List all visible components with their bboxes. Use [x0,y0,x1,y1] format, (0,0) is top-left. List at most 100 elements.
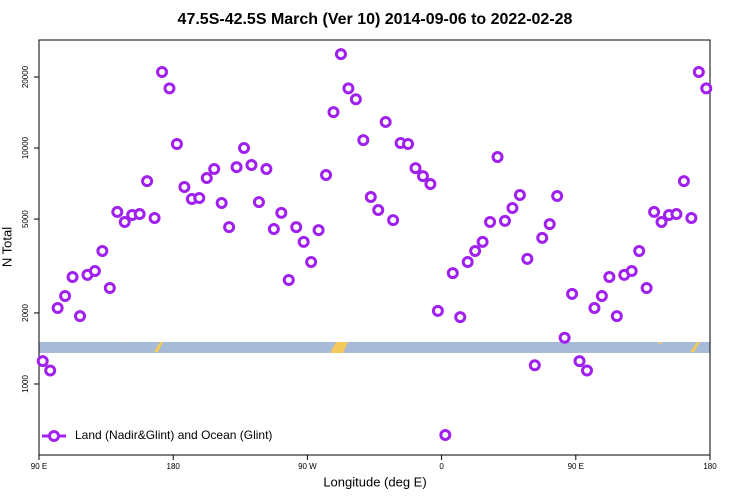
point [387,214,400,227]
point [252,196,265,209]
point [372,204,385,217]
point [297,235,310,248]
point [178,180,191,193]
chart-title: 47.5S-42.5S March (Ver 10) 2014-09-06 to… [178,11,573,28]
point [498,214,511,227]
point [648,205,661,218]
y-tick-label: 5000 [21,210,30,228]
point [342,82,355,95]
point [59,289,72,302]
x-tick-label: 90 E [568,462,584,471]
point [327,106,340,119]
point [163,82,176,95]
y-axis-label: N Total [0,227,14,267]
point [543,218,556,231]
x-tick-label: 180 [167,462,181,471]
land-mark [330,342,348,353]
point [655,215,668,228]
point [692,66,705,79]
point [275,206,288,219]
point [677,175,690,188]
point [88,265,101,278]
band [39,342,710,353]
x-tick-label: 90 E [31,462,47,471]
point [364,191,377,204]
point [573,355,586,368]
point [640,282,653,295]
point [133,208,146,221]
point [484,215,497,228]
y-tick-label: 2000 [21,303,30,321]
point [238,142,251,155]
point [461,255,474,268]
point [402,138,415,151]
point [290,221,303,234]
point [118,215,131,228]
x-tick-label: 90 W [298,462,317,471]
point [245,159,258,172]
point [491,151,504,164]
point [357,134,370,147]
plot-frame [38,39,711,456]
point [588,301,601,314]
land-mark [658,342,662,344]
point [416,170,429,183]
point [670,208,683,221]
point [320,168,333,181]
point [469,245,482,258]
point [267,222,280,235]
land-mark [121,343,125,344]
point [446,267,459,280]
point [595,289,608,302]
point [476,235,489,248]
land-mark [154,342,163,352]
point [148,212,161,225]
point [439,428,452,441]
point [513,189,526,202]
land-mark [690,342,700,352]
point [282,273,295,286]
point [111,205,124,218]
point [424,177,437,190]
point [379,115,392,128]
point [103,282,116,295]
point [200,172,213,185]
point [454,311,467,324]
point [633,245,646,258]
x-tick-label: 180 [703,462,717,471]
point [580,364,593,377]
point [170,138,183,151]
point [305,255,318,268]
point [223,221,236,234]
point [506,201,519,214]
point [96,245,109,258]
y-tick-label: 1000 [21,375,30,393]
point [74,310,87,323]
point [44,364,57,377]
point [208,162,221,175]
point [349,93,362,106]
x-axis-label: Longitude (deg E) [323,474,426,489]
legend-marker [48,430,60,442]
y-tick-label: 20000 [21,65,30,88]
point [409,162,422,175]
point [51,301,64,314]
point [521,252,534,265]
point [215,196,228,209]
point [603,271,616,284]
point [528,359,541,372]
point [558,331,571,344]
point [700,82,713,95]
point [334,48,347,61]
point [66,271,79,284]
point [141,175,154,188]
point [260,162,273,175]
point [551,190,564,203]
x-tick-label: 0 [439,462,444,471]
point [431,304,444,317]
point [312,224,325,237]
point [625,265,638,278]
point [536,231,549,244]
point [230,161,243,174]
